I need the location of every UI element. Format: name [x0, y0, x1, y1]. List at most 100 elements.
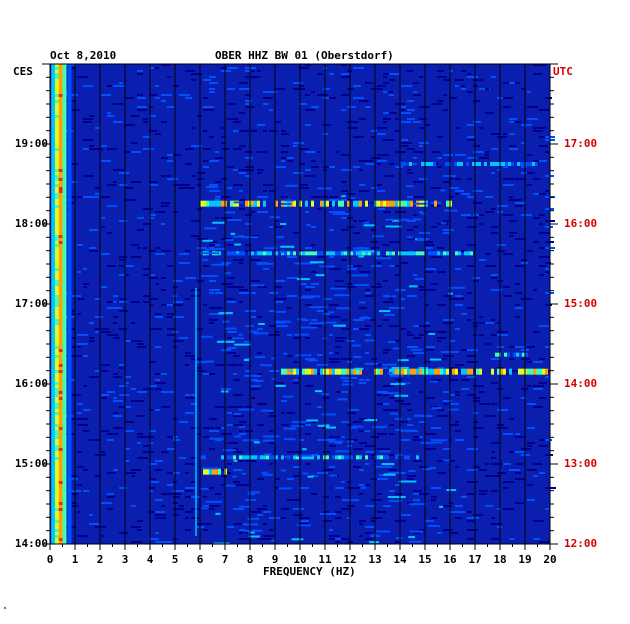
noise-cell — [179, 184, 190, 186]
noise-cell — [347, 439, 358, 441]
noise-cell — [335, 442, 342, 444]
low-band-cell — [67, 532, 72, 535]
low-band-cell — [51, 346, 56, 349]
noise-cell — [533, 388, 543, 390]
streak — [209, 437, 224, 440]
low-band-cell — [51, 94, 56, 97]
low-band-cell — [51, 163, 56, 166]
low-band-cell — [51, 433, 56, 436]
event-cell — [404, 251, 407, 256]
low-band-cell — [58, 112, 63, 115]
noise-cell — [239, 292, 249, 294]
low-band-cell — [51, 268, 56, 271]
low-band-cell — [62, 133, 67, 136]
low-band-cell — [51, 448, 56, 451]
low-band-cell — [62, 523, 67, 526]
noise-cell — [125, 472, 136, 474]
streak — [205, 500, 223, 503]
noise-cell — [89, 514, 93, 516]
event-cell — [452, 368, 455, 375]
streak — [408, 540, 422, 543]
low-band-cell — [67, 97, 72, 100]
low-band-cell — [55, 265, 59, 268]
noise-cell — [407, 475, 416, 477]
noise-cell — [77, 298, 84, 300]
low-band-cell — [67, 265, 72, 268]
low-band-cell — [55, 103, 59, 106]
noise-cell — [401, 112, 411, 114]
noise-cell — [491, 403, 497, 405]
low-band-cell — [58, 388, 63, 391]
low-band-cell — [62, 154, 67, 157]
event-cell — [497, 368, 500, 375]
low-band-cell — [62, 238, 67, 241]
noise-cell — [407, 355, 415, 357]
low-band-cell — [67, 424, 72, 427]
noise-cell — [413, 226, 418, 228]
event-cell — [236, 251, 239, 256]
noise-cell — [71, 355, 82, 357]
low-band-cell — [67, 445, 72, 448]
low-band-cell — [62, 424, 67, 427]
noise-cell — [521, 88, 526, 90]
low-band-cell — [51, 247, 56, 250]
noise-cell — [359, 457, 366, 459]
noise-cell — [329, 316, 340, 318]
noise-cell — [473, 466, 480, 468]
event-cell — [479, 368, 482, 375]
streak — [222, 320, 230, 323]
low-band-cell — [58, 409, 63, 412]
noise-cell — [125, 382, 129, 384]
noise-cell — [539, 109, 549, 111]
noise-cell — [407, 229, 413, 231]
low-band-cell — [51, 541, 56, 544]
event-cell — [263, 455, 266, 460]
streak — [291, 425, 304, 428]
low-band-cell — [58, 100, 63, 103]
low-band-cell — [62, 466, 67, 469]
noise-cell — [545, 151, 549, 153]
low-band-cell — [67, 199, 72, 202]
noise-cell — [437, 247, 444, 249]
noise-cell — [545, 268, 549, 270]
noise-cell — [419, 334, 424, 336]
noise-cell — [479, 334, 484, 336]
noise-cell — [317, 208, 321, 210]
low-band-cell — [58, 403, 63, 406]
event-cell — [203, 200, 206, 207]
noise-cell — [275, 220, 279, 222]
low-band-cell — [58, 520, 63, 523]
low-band-cell — [62, 334, 67, 337]
streak — [317, 187, 332, 190]
noise-cell — [545, 304, 552, 306]
noise-cell — [497, 508, 501, 510]
noise-cell — [521, 166, 527, 168]
low-band-cell — [55, 400, 59, 403]
low-band-cell — [58, 67, 63, 70]
noise-cell — [161, 223, 165, 225]
noise-cell — [227, 331, 237, 333]
streak — [420, 212, 426, 215]
noise-cell — [125, 199, 136, 201]
low-band-cell — [55, 226, 59, 229]
streak — [383, 473, 396, 476]
streak — [280, 245, 295, 248]
low-band-cell — [62, 496, 67, 499]
noise-cell — [431, 379, 441, 381]
low-band-cell — [58, 73, 63, 76]
noise-cell — [185, 412, 194, 414]
noise-cell — [329, 445, 336, 447]
streak — [354, 284, 369, 287]
noise-cell — [209, 190, 216, 192]
low-band-cell — [62, 136, 67, 139]
low-band-cell — [51, 484, 56, 487]
noise-cell — [383, 121, 387, 123]
noise-cell — [131, 505, 136, 507]
noise-cell — [509, 82, 519, 84]
noise-cell — [443, 403, 450, 405]
low-band-cell — [58, 103, 63, 106]
low-band-cell — [62, 472, 67, 475]
low-band-cell — [62, 97, 67, 100]
streak — [407, 236, 413, 239]
noise-cell — [83, 175, 94, 177]
